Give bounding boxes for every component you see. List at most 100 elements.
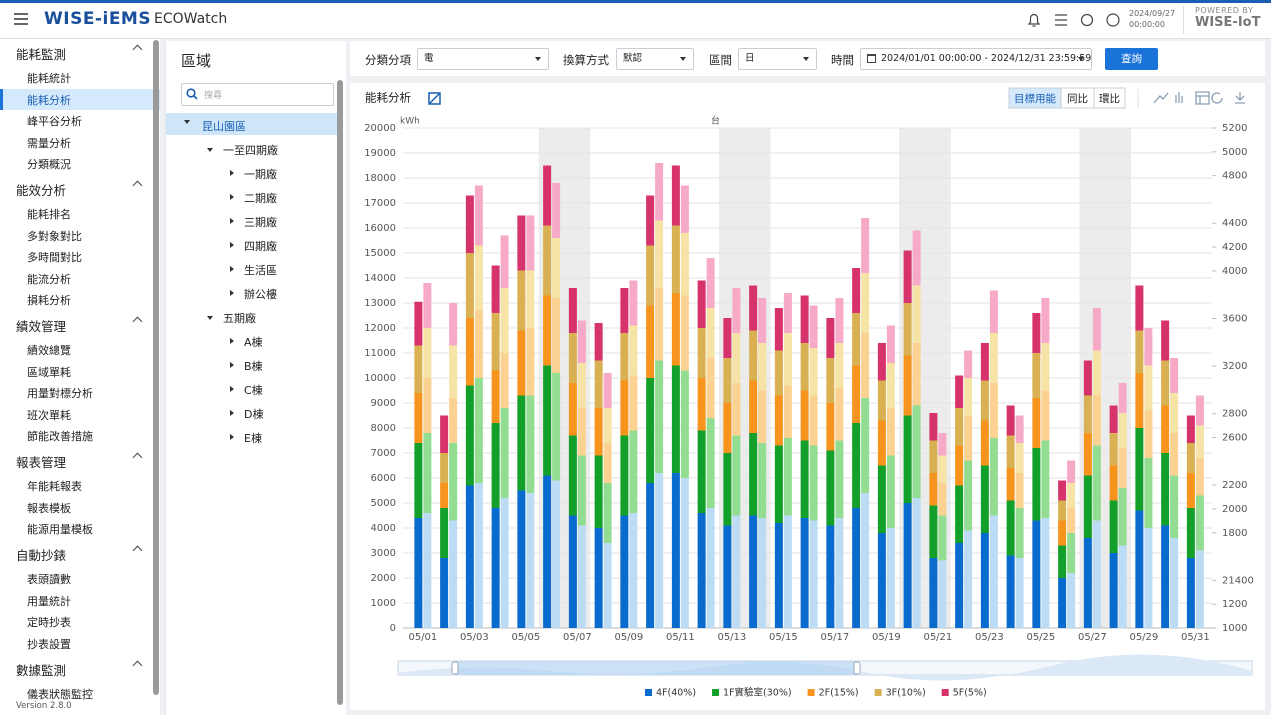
chevron[interactable] <box>132 452 143 463</box>
tree-toggle[interactable] <box>230 290 237 296</box>
zoom-window[interactable] <box>455 661 857 675</box>
tree-node[interactable]: E棟 <box>244 432 262 445</box>
zoom-handle[interactable] <box>451 661 459 675</box>
tree-toggle[interactable] <box>230 434 237 440</box>
tree-node[interactable]: C棟 <box>244 384 263 397</box>
tree-node[interactable]: 二期廠 <box>244 192 277 205</box>
scrollbar[interactable] <box>153 40 159 695</box>
menu-item[interactable]: 分類概況 <box>27 158 71 171</box>
settings-icon[interactable] <box>1080 13 1094 27</box>
menu-item[interactable]: 報表模板 <box>27 501 71 515</box>
tree-toggle[interactable] <box>207 148 213 155</box>
chevron[interactable] <box>132 180 143 191</box>
chevron[interactable] <box>132 44 143 55</box>
bell-icon[interactable] <box>1027 13 1041 27</box>
tree-toggle[interactable] <box>230 218 237 224</box>
menu-item[interactable]: 能源用量模板 <box>27 523 93 536</box>
tree-toggle[interactable] <box>230 362 237 368</box>
bar-segment <box>877 343 886 381</box>
legend-swatch[interactable] <box>645 689 652 696</box>
compare-bar-segment <box>706 418 715 508</box>
bar-segment <box>1186 508 1195 558</box>
tree-node[interactable]: 一至四期廠 <box>223 144 278 157</box>
menu-item[interactable]: 表頭讀數 <box>27 573 71 586</box>
legend-label[interactable]: 3F(10%) <box>886 688 926 699</box>
menu-item[interactable]: 多時間對比 <box>27 251 82 264</box>
chevron[interactable] <box>132 660 143 670</box>
tree-node[interactable]: 一期廠 <box>244 168 277 181</box>
filter-icon[interactable] <box>1055 14 1067 26</box>
zoom-handle[interactable] <box>853 661 861 675</box>
tree-toggle[interactable] <box>230 242 237 248</box>
filter-select[interactable]: 默認 <box>616 48 694 70</box>
tree-toggle[interactable] <box>230 194 237 200</box>
legend-swatch[interactable] <box>941 689 949 696</box>
legend-swatch[interactable] <box>712 689 720 696</box>
menu-item[interactable]: 能耗統計 <box>27 72 71 85</box>
menu-item[interactable]: 多對象對比 <box>27 229 82 243</box>
compare-bar-segment <box>989 290 998 333</box>
scrollbar[interactable] <box>337 80 343 705</box>
menu-group[interactable]: 自動抄錶 <box>16 548 67 563</box>
menu-item[interactable]: 定時抄表 <box>27 616 71 629</box>
tree-node[interactable]: A棟 <box>244 336 263 349</box>
compare-bar-segment <box>526 395 535 493</box>
menu-group[interactable]: 報表管理 <box>16 455 67 470</box>
chevron[interactable] <box>132 316 143 327</box>
legend-label[interactable]: 5F(5%) <box>953 688 987 699</box>
menu-group[interactable]: 數據監測 <box>16 662 67 678</box>
compare-bar-segment <box>1092 445 1101 521</box>
menu-item[interactable]: 儀表狀態監控 <box>27 687 93 701</box>
menu-group[interactable]: 績效管理 <box>16 319 67 334</box>
chart-type-icon[interactable] <box>428 92 441 105</box>
legend-label[interactable]: 1F實驗室(30%) <box>723 687 792 699</box>
menu-item[interactable]: 績效總覽 <box>27 344 71 357</box>
tree-node[interactable]: B棟 <box>244 360 263 373</box>
legend-label[interactable]: 4F(40%) <box>656 688 696 699</box>
legend-swatch[interactable] <box>874 689 882 696</box>
tree-node[interactable]: 生活區 <box>244 264 277 277</box>
menu-item[interactable]: 損耗分析 <box>27 294 71 307</box>
tree-toggle[interactable] <box>207 316 213 323</box>
tree-toggle[interactable] <box>230 410 237 416</box>
filter-select[interactable]: 電 <box>417 48 549 70</box>
tree-node[interactable]: 四期廠 <box>244 240 277 253</box>
tree-toggle[interactable] <box>230 338 237 344</box>
menu-item[interactable]: 能耗分析 <box>27 93 71 107</box>
menu-item[interactable]: 峰平谷分析 <box>27 115 82 128</box>
search-box[interactable]: 搜尋 <box>181 83 334 106</box>
menu-group[interactable]: 能耗監測 <box>16 47 67 62</box>
menu-item[interactable]: 班次單耗 <box>27 408 71 422</box>
tree-toggle[interactable] <box>230 170 237 176</box>
menu-item[interactable]: 年能耗報表 <box>27 480 82 493</box>
tab[interactable] <box>1093 87 1126 109</box>
menu-item[interactable]: 用量對標分析 <box>27 387 93 400</box>
tree-node[interactable]: 昆山園區 <box>202 120 246 133</box>
legend-label[interactable]: 2F(15%) <box>819 688 859 699</box>
chevron[interactable] <box>132 545 143 556</box>
bar-segment <box>646 195 655 246</box>
menu-icon[interactable] <box>14 13 28 25</box>
tree-node[interactable]: 辦公樓 <box>244 288 277 301</box>
menu-item[interactable]: 節能改善措施 <box>27 430 93 443</box>
legend-swatch[interactable] <box>807 689 815 696</box>
menu-item[interactable]: 用量統計 <box>27 594 71 608</box>
filter-select[interactable]: 日 <box>738 48 817 70</box>
tree-node[interactable]: 三期廠 <box>244 216 277 229</box>
user-icon[interactable] <box>1106 13 1120 27</box>
menu-item[interactable]: 需量分析 <box>27 136 71 150</box>
bar-segment <box>465 385 474 486</box>
filter-select[interactable]: 2024/01/01 00:00:00 - 2024/12/31 23:59:5… <box>860 48 1092 70</box>
tree-toggle[interactable] <box>230 386 237 392</box>
toolbar-icons[interactable] <box>1153 91 1245 105</box>
query-button[interactable]: 查詢 <box>1105 48 1158 70</box>
tree-toggle[interactable] <box>184 120 190 127</box>
tree-toggle[interactable] <box>230 266 237 272</box>
menu-item[interactable]: 能流分析 <box>27 272 71 286</box>
menu-item[interactable]: 抄表設置 <box>27 637 71 651</box>
menu-item[interactable]: 區域單耗 <box>27 365 71 379</box>
menu-item[interactable]: 能耗排名 <box>27 208 71 221</box>
menu-group[interactable]: 能效分析 <box>16 183 67 198</box>
tree-node[interactable]: 五期廠 <box>223 312 256 325</box>
tree-node[interactable]: D棟 <box>244 408 264 421</box>
